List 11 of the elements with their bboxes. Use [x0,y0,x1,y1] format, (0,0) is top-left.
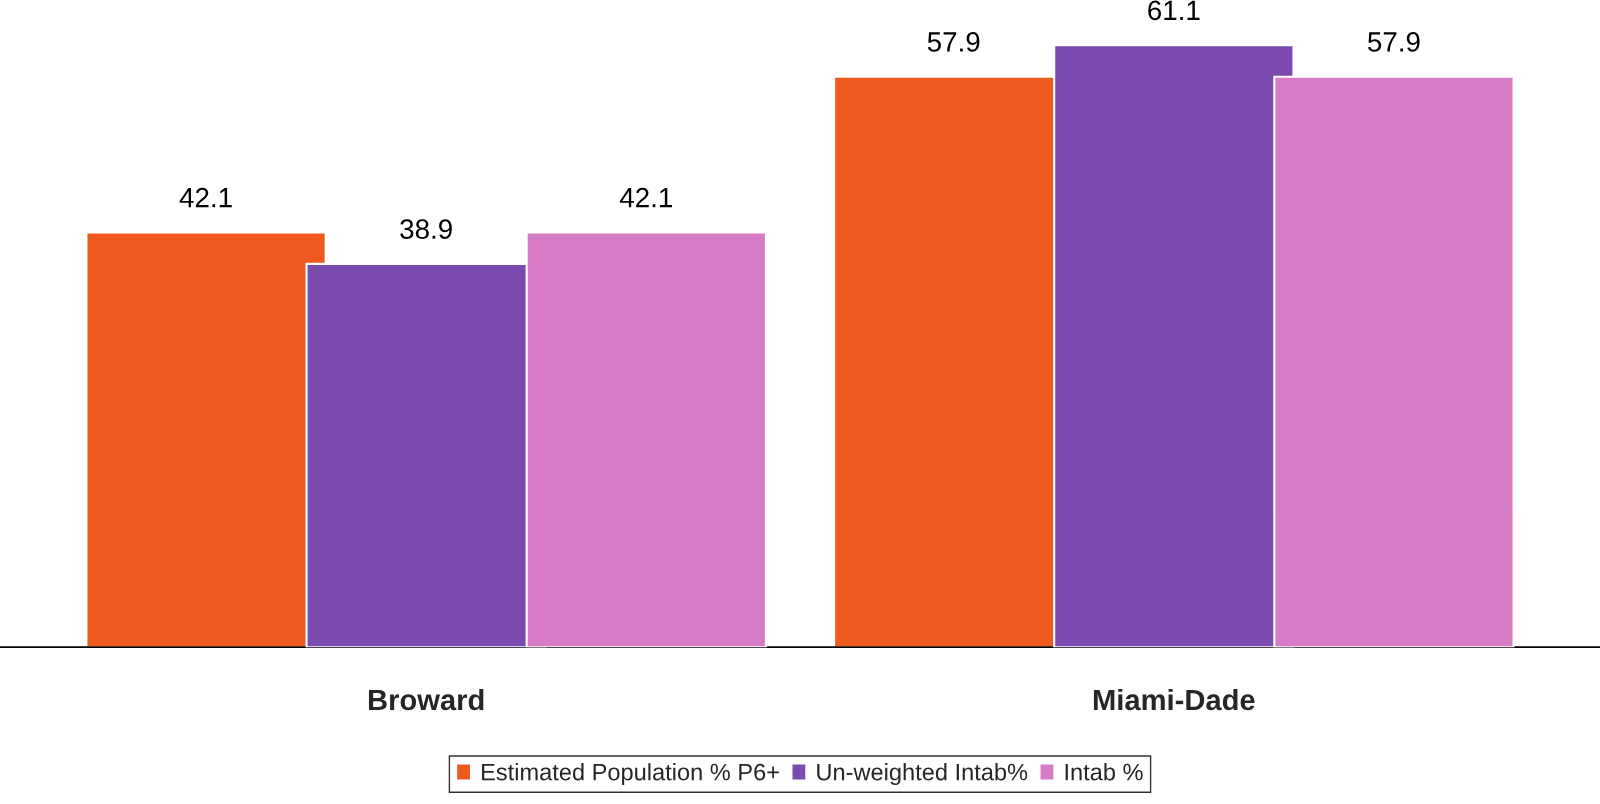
legend-label: Un-weighted Intab% [817,763,1028,786]
data-label: 57.9 [927,32,980,52]
legend-label: Estimated Population % P6+ [482,763,779,786]
data-label: 61.1 [1148,0,1200,21]
legend-label: Intab % [1065,763,1143,781]
data-label: 57.9 [1368,32,1420,52]
x-tick-label: Broward [368,688,484,711]
data-label: 38.9 [400,219,452,239]
data-label: 42.1 [619,187,672,208]
data-label: 42.1 [179,187,232,208]
x-tick-label: Miami-Dade [1093,688,1255,711]
